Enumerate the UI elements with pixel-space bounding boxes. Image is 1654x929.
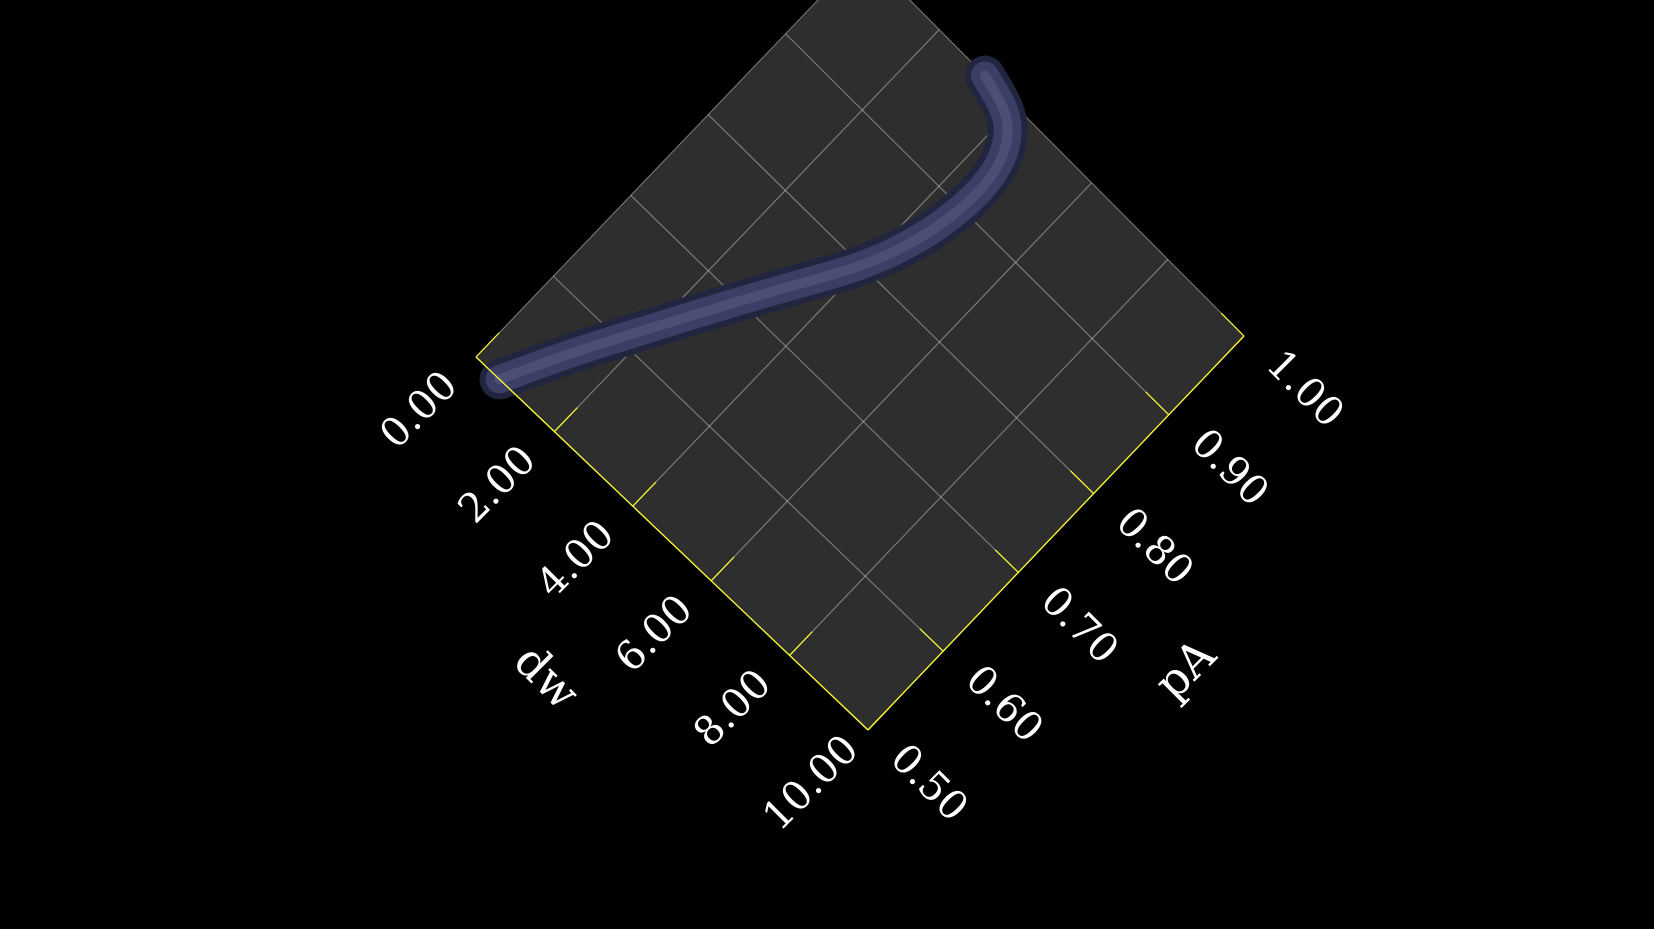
y-tick-mark (844, 707, 869, 731)
y-tick-mark (919, 628, 944, 652)
grid-line-y (630, 195, 1019, 573)
plot-plane (476, 0, 1244, 730)
grid-line-x (710, 182, 1092, 582)
x-tick-mark (475, 332, 500, 358)
grid-line-x (554, 29, 940, 432)
grid-line-x (632, 105, 1016, 507)
x-tick-mark (710, 556, 735, 582)
grid-line-y (785, 33, 1170, 416)
x-tick-mark (553, 407, 578, 433)
y-tick-mark (1070, 470, 1095, 495)
grid-line-x (789, 259, 1169, 656)
y-tick-mark (994, 549, 1019, 573)
x-tick-mark (632, 481, 657, 507)
surface-band-inner (494, 70, 1013, 385)
tick-marks (475, 312, 1245, 731)
y-axis-line (867, 335, 1245, 731)
x-axis-line (475, 356, 869, 731)
x-tick-mark (867, 705, 891, 731)
surface-band (479, 55, 1028, 400)
grid-line-y (707, 114, 1094, 494)
grid-line-y (909, 0, 1245, 337)
axes (475, 335, 1245, 731)
y-tick-mark (1220, 312, 1245, 337)
y-tick-mark (1145, 391, 1170, 416)
x-tick-mark (789, 631, 813, 656)
grid-line-x (475, 0, 819, 358)
